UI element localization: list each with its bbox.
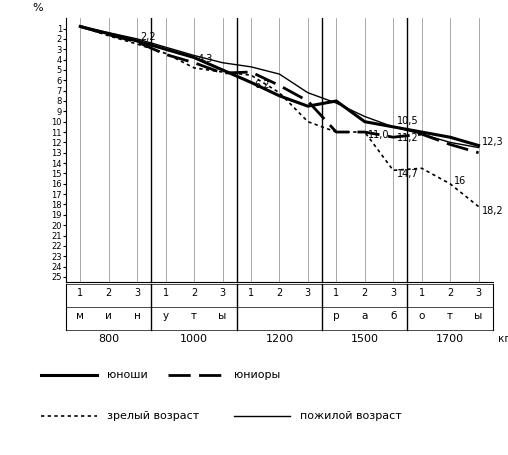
- Text: 6,2: 6,2: [255, 81, 270, 91]
- Text: 1200: 1200: [265, 334, 294, 344]
- Text: %: %: [33, 3, 43, 13]
- Text: 2: 2: [362, 288, 368, 298]
- Text: т: т: [447, 311, 453, 321]
- Text: а: а: [362, 311, 368, 321]
- Text: 3: 3: [390, 288, 396, 298]
- Text: 2,2: 2,2: [141, 32, 156, 42]
- Text: 1: 1: [163, 288, 169, 298]
- Text: 1: 1: [333, 288, 339, 298]
- Text: зрелый возраст: зрелый возраст: [107, 411, 199, 421]
- Text: 1: 1: [248, 288, 254, 298]
- Text: 12,3: 12,3: [482, 137, 503, 147]
- Text: т: т: [191, 311, 197, 321]
- Text: 3: 3: [219, 288, 226, 298]
- Text: р: р: [333, 311, 340, 321]
- Text: б: б: [390, 311, 396, 321]
- Text: о: о: [419, 311, 425, 321]
- Text: 11,0: 11,0: [368, 130, 390, 140]
- Text: 2: 2: [276, 288, 282, 298]
- Text: 4,3: 4,3: [198, 54, 213, 64]
- Text: 3: 3: [134, 288, 140, 298]
- Text: кг/мин: кг/мин: [498, 334, 508, 344]
- Text: н: н: [134, 311, 141, 321]
- Text: 1700: 1700: [436, 334, 464, 344]
- Text: 2: 2: [191, 288, 197, 298]
- Text: юниоры: юниоры: [234, 370, 280, 380]
- Text: 2: 2: [106, 288, 112, 298]
- Text: 14,7: 14,7: [397, 169, 418, 179]
- Text: и: и: [105, 311, 112, 321]
- Text: 1500: 1500: [351, 334, 379, 344]
- Text: 3: 3: [305, 288, 311, 298]
- Text: 3: 3: [475, 288, 482, 298]
- Text: 11,2: 11,2: [397, 133, 418, 143]
- Text: 18,2: 18,2: [482, 206, 503, 216]
- Text: у: у: [163, 311, 169, 321]
- Text: 1000: 1000: [180, 334, 208, 344]
- Text: пожилой возраст: пожилой возраст: [300, 411, 401, 421]
- Text: юноши: юноши: [107, 370, 147, 380]
- Text: 1: 1: [77, 288, 83, 298]
- Text: ы: ы: [474, 311, 483, 321]
- Text: 10,5: 10,5: [397, 116, 418, 126]
- Text: 16: 16: [454, 176, 466, 186]
- Text: ы: ы: [218, 311, 227, 321]
- Text: м: м: [76, 311, 84, 321]
- Text: 1: 1: [419, 288, 425, 298]
- Text: 2: 2: [447, 288, 453, 298]
- Text: 800: 800: [98, 334, 119, 344]
